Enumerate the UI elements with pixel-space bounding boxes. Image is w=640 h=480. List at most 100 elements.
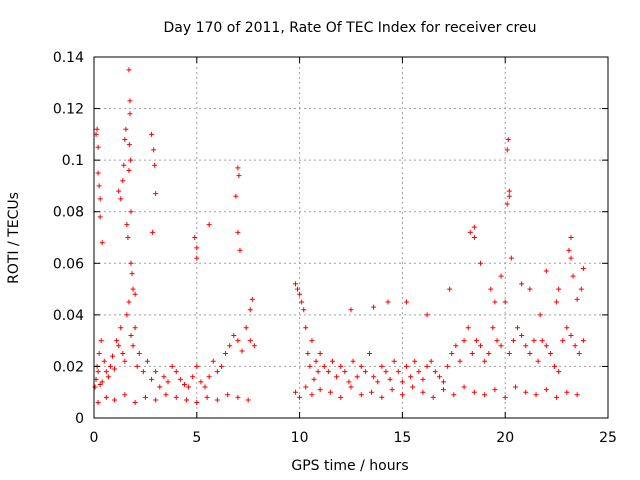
data-point [317, 387, 323, 393]
data-point [218, 363, 224, 369]
data-point [118, 196, 124, 202]
data-point [482, 392, 488, 398]
data-point [149, 131, 155, 137]
data-point [169, 363, 175, 369]
data-point [358, 363, 364, 369]
data-point [552, 363, 558, 369]
data-point [539, 338, 545, 344]
data-point [317, 351, 323, 357]
data-point [227, 343, 233, 349]
data-point [367, 351, 373, 357]
data-point [136, 351, 142, 357]
y-tick-label: 0.08 [53, 205, 84, 221]
data-point [506, 193, 512, 199]
y-tick-label: 0.12 [53, 102, 84, 118]
data-point [564, 389, 570, 395]
data-point [161, 374, 167, 380]
data-point [292, 389, 298, 395]
data-point [247, 338, 253, 344]
data-point [424, 312, 430, 318]
data-point [295, 286, 301, 292]
data-point [527, 286, 533, 292]
data-point [118, 325, 124, 331]
data-point [177, 376, 183, 382]
data-point [305, 351, 311, 357]
data-point [498, 273, 504, 279]
data-point [556, 286, 562, 292]
data-point [523, 389, 529, 395]
data-point [327, 389, 333, 395]
data-point [128, 209, 134, 215]
data-point [206, 374, 212, 380]
data-point [420, 376, 426, 382]
data-point [494, 338, 500, 344]
data-point [346, 379, 352, 385]
data-point [580, 265, 586, 271]
data-point [97, 214, 103, 220]
data-point [123, 126, 129, 132]
data-point [194, 363, 200, 369]
data-point [315, 369, 321, 375]
grid [94, 57, 608, 418]
data-point [568, 332, 574, 338]
data-point [471, 235, 477, 240]
data-point [329, 358, 335, 364]
data-point [543, 343, 549, 349]
data-point [134, 363, 140, 369]
x-tick-label: 25 [599, 430, 617, 446]
data-point [96, 351, 102, 357]
data-point [492, 299, 498, 305]
data-point [410, 384, 416, 390]
data-point [369, 389, 375, 395]
x-tick-label: 5 [192, 430, 201, 446]
data-point [235, 229, 241, 235]
data-point [120, 178, 126, 184]
data-point [566, 247, 572, 253]
data-point [547, 351, 553, 357]
data-point [471, 224, 477, 230]
data-point [223, 351, 229, 357]
data-point [389, 387, 395, 393]
data-point [574, 392, 580, 398]
data-point [498, 343, 504, 349]
data-point [149, 376, 155, 382]
data-point [128, 332, 134, 338]
data-point [510, 338, 516, 344]
data-point [95, 369, 101, 375]
data-point [235, 394, 241, 400]
y-tick-label: 0.04 [53, 308, 84, 324]
data-point [469, 351, 475, 357]
data-point [127, 98, 133, 104]
axis-ticks [93, 56, 609, 419]
data-point [192, 235, 198, 240]
data-point [338, 363, 344, 369]
data-point [204, 394, 210, 400]
data-point [132, 400, 138, 406]
data-point [570, 273, 576, 279]
data-point [128, 157, 134, 163]
data-point [543, 387, 549, 393]
x-tick-labels: 0 5 10 15 20 25 [90, 430, 617, 446]
data-point [404, 299, 410, 305]
data-point [572, 343, 578, 349]
data-point [385, 299, 391, 305]
data-point [473, 338, 479, 344]
data-point [150, 229, 156, 235]
data-point [342, 369, 348, 375]
data-point [311, 376, 317, 382]
data-point [523, 343, 529, 349]
data-point [126, 67, 132, 73]
data-point [198, 379, 204, 385]
data-point [99, 240, 105, 246]
data-point [103, 369, 109, 375]
y-tick-label: 0.1 [62, 153, 84, 169]
data-point [112, 366, 118, 372]
data-point [297, 394, 303, 400]
data-point [128, 260, 134, 266]
data-point [126, 299, 132, 305]
x-tick-label: 20 [496, 430, 514, 446]
data-point [354, 374, 360, 380]
data-point [153, 191, 159, 197]
data-point [95, 170, 101, 176]
